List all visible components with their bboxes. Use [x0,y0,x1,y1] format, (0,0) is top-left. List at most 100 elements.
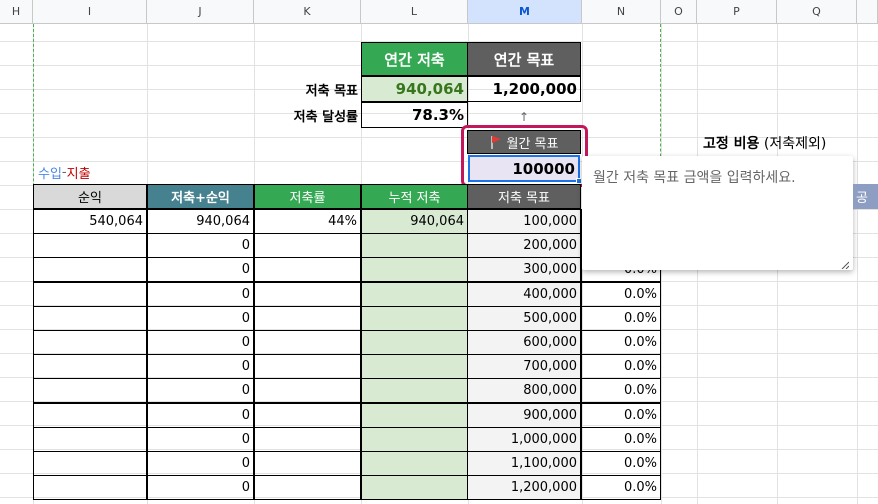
resize-handle-icon[interactable] [841,258,850,270]
table-header-target[interactable]: 저축 목표 [467,184,581,209]
table-cell[interactable] [33,233,147,259]
table-cell[interactable]: 0 [147,281,254,307]
table-header-savings-net[interactable]: 저축+순익 [147,184,254,209]
table-cell[interactable] [361,378,468,404]
table-cell[interactable] [254,378,361,404]
table-cell[interactable]: 800,000 [467,378,581,404]
table-cell[interactable] [361,233,468,259]
table-cell[interactable]: 500,000 [467,305,581,331]
column-header-k[interactable]: K [254,0,361,24]
table-cell[interactable] [361,402,468,428]
table-cell[interactable] [33,402,147,428]
table-cell[interactable] [361,257,468,283]
column-header-p[interactable]: P [697,0,777,24]
column-header-n[interactable]: N [582,0,661,24]
column-header-partial[interactable] [857,0,878,24]
table-cell[interactable]: 0.0% [581,354,661,380]
monthly-goal-header[interactable]: 월간 목표 [467,130,581,154]
column-header-q[interactable]: Q [777,0,857,24]
table-cell[interactable] [254,451,361,476]
savings-goal-actual[interactable]: 940,064 [361,76,468,102]
table-cell[interactable]: 1,000,000 [467,426,581,452]
table-cell[interactable] [254,475,361,501]
table-cell[interactable]: 0 [147,257,254,283]
table-cell[interactable] [33,426,147,452]
table-cell[interactable]: 700,000 [467,354,581,380]
partial-header-cell[interactable]: 공 [853,184,878,209]
expense-label: 지출 [66,166,91,182]
monthly-goal-input[interactable]: 100000 [468,155,580,182]
annual-savings-header[interactable]: 연간 저축 [361,42,468,76]
table-cell[interactable]: 0 [147,354,254,380]
table-header-net[interactable]: 순익 [33,184,147,209]
table-cell[interactable]: 0.0% [581,305,661,331]
table-cell[interactable]: 0 [147,305,254,331]
table-cell[interactable]: 0 [147,330,254,355]
table-cell[interactable] [254,354,361,380]
column-header-i[interactable]: I [33,0,147,24]
table-cell[interactable]: 100,000 [467,209,581,234]
table-cell[interactable] [254,305,361,331]
table-cell[interactable] [361,426,468,452]
table-cell[interactable]: 300,000 [467,257,581,283]
table-cell[interactable] [33,305,147,331]
table-cell[interactable]: 540,064 [33,209,147,234]
table-cell[interactable]: 1,100,000 [467,451,581,476]
table-cell[interactable] [361,305,468,331]
table-cell[interactable] [361,354,468,380]
table-header-cumulative[interactable]: 누적 저축 [361,184,468,209]
table-cell[interactable] [361,281,468,307]
table-cell[interactable]: 600,000 [467,330,581,355]
selection-handle[interactable] [576,178,582,184]
table-cell[interactable] [33,354,147,380]
table-cell[interactable] [33,330,147,355]
table-cell[interactable]: 940,064 [361,209,468,234]
table-cell[interactable]: 900,000 [467,402,581,428]
achievement-value[interactable]: 78.3% [361,102,468,128]
table-cell[interactable] [254,281,361,307]
table-cell[interactable]: 1,200,000 [467,475,581,501]
table-cell[interactable]: 0 [147,378,254,404]
column-header-j[interactable]: J [147,0,254,24]
column-header-m[interactable]: M [468,0,582,24]
table-cell[interactable]: 400,000 [467,281,581,307]
note-popup[interactable]: 월간 저축 목표 금액을 입력하세요. [582,156,853,270]
table-cell[interactable] [254,233,361,259]
table-cell[interactable]: 0.0% [581,475,661,501]
table-cell[interactable] [33,451,147,476]
table-cell[interactable] [254,330,361,355]
table-cell[interactable]: 200,000 [467,233,581,259]
table-cell[interactable] [33,475,147,501]
table-cell[interactable]: 0 [147,233,254,259]
table-cell[interactable]: 0 [147,426,254,452]
note-text[interactable]: 월간 저축 목표 금액을 입력하세요. [593,170,796,186]
table-cell[interactable] [33,281,147,307]
table-cell[interactable]: 0.0% [581,426,661,452]
flag-icon [490,135,502,149]
table-cell[interactable] [254,402,361,428]
annual-goal-header[interactable]: 연간 목표 [467,42,581,76]
column-header-o[interactable]: O [661,0,697,24]
table-cell[interactable] [361,451,468,476]
table-cell[interactable]: 0.0% [581,402,661,428]
table-cell[interactable]: 0.0% [581,281,661,307]
table-cell[interactable]: 44% [254,209,361,234]
column-header-l[interactable]: L [361,0,468,24]
savings-goal-target[interactable]: 1,200,000 [467,76,581,102]
table-cell[interactable]: 0 [147,451,254,476]
table-cell[interactable]: 0 [147,402,254,428]
column-header-h[interactable]: H [0,0,33,24]
table-cell[interactable]: 0 [147,475,254,501]
table-cell[interactable]: 0.0% [581,451,661,476]
fixed-costs-sub: (저축제외) [763,136,827,152]
table-cell[interactable]: 940,064 [147,209,254,234]
table-cell[interactable] [254,257,361,283]
table-cell[interactable] [33,378,147,404]
table-cell[interactable] [361,475,468,501]
table-cell[interactable] [33,257,147,283]
table-header-savings-rate[interactable]: 저축률 [254,184,361,209]
table-cell[interactable] [361,330,468,355]
table-cell[interactable]: 0.0% [581,378,661,404]
table-cell[interactable]: 0.0% [581,330,661,355]
table-cell[interactable] [254,426,361,452]
